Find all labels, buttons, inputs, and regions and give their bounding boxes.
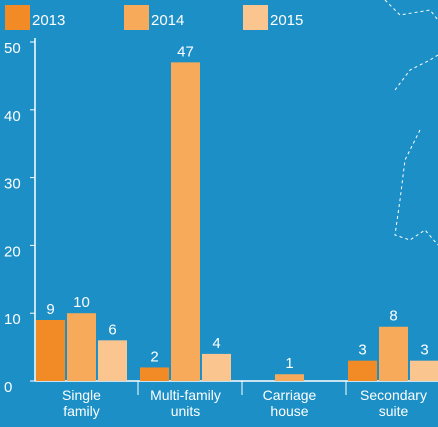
y-tick-label: 0: [4, 379, 12, 396]
bar: [140, 367, 169, 381]
value-label: 2: [150, 348, 158, 365]
bar: [275, 374, 304, 381]
value-label: 8: [389, 308, 397, 325]
bar: [67, 313, 96, 381]
value-label: 3: [420, 342, 428, 359]
legend-swatch: [5, 5, 30, 30]
bar: [36, 319, 65, 381]
bar: [202, 353, 231, 381]
y-tick-label: 40: [4, 108, 21, 125]
x-tick-label: Carriage house: [262, 387, 317, 419]
y-tick-label: 30: [4, 176, 21, 193]
value-label: 6: [108, 321, 116, 338]
legend-swatch: [124, 5, 149, 30]
legend-label: 2015: [270, 12, 303, 29]
bar: [348, 360, 377, 381]
value-label: 10: [73, 294, 90, 311]
value-label: 4: [212, 335, 220, 352]
y-tick-label: 10: [4, 311, 21, 328]
bar: [379, 326, 408, 381]
legend-label: 2014: [151, 12, 184, 29]
y-tick-label: 50: [4, 40, 21, 57]
x-tick-label: Secondary suite: [360, 387, 427, 419]
map-outline: [384, 0, 438, 246]
value-label: 9: [46, 301, 54, 318]
bar: [410, 360, 438, 381]
value-label: 1: [285, 355, 293, 372]
value-label: 47: [177, 43, 194, 60]
legend-label: 2013: [32, 12, 65, 29]
bar: [98, 340, 127, 381]
legend-swatch: [243, 5, 268, 30]
bar: [171, 62, 200, 382]
value-label: 3: [358, 342, 366, 359]
x-tick-label: Single family: [62, 387, 101, 419]
x-tick-label: Multi-family units: [150, 387, 221, 419]
y-tick-label: 20: [4, 243, 21, 260]
